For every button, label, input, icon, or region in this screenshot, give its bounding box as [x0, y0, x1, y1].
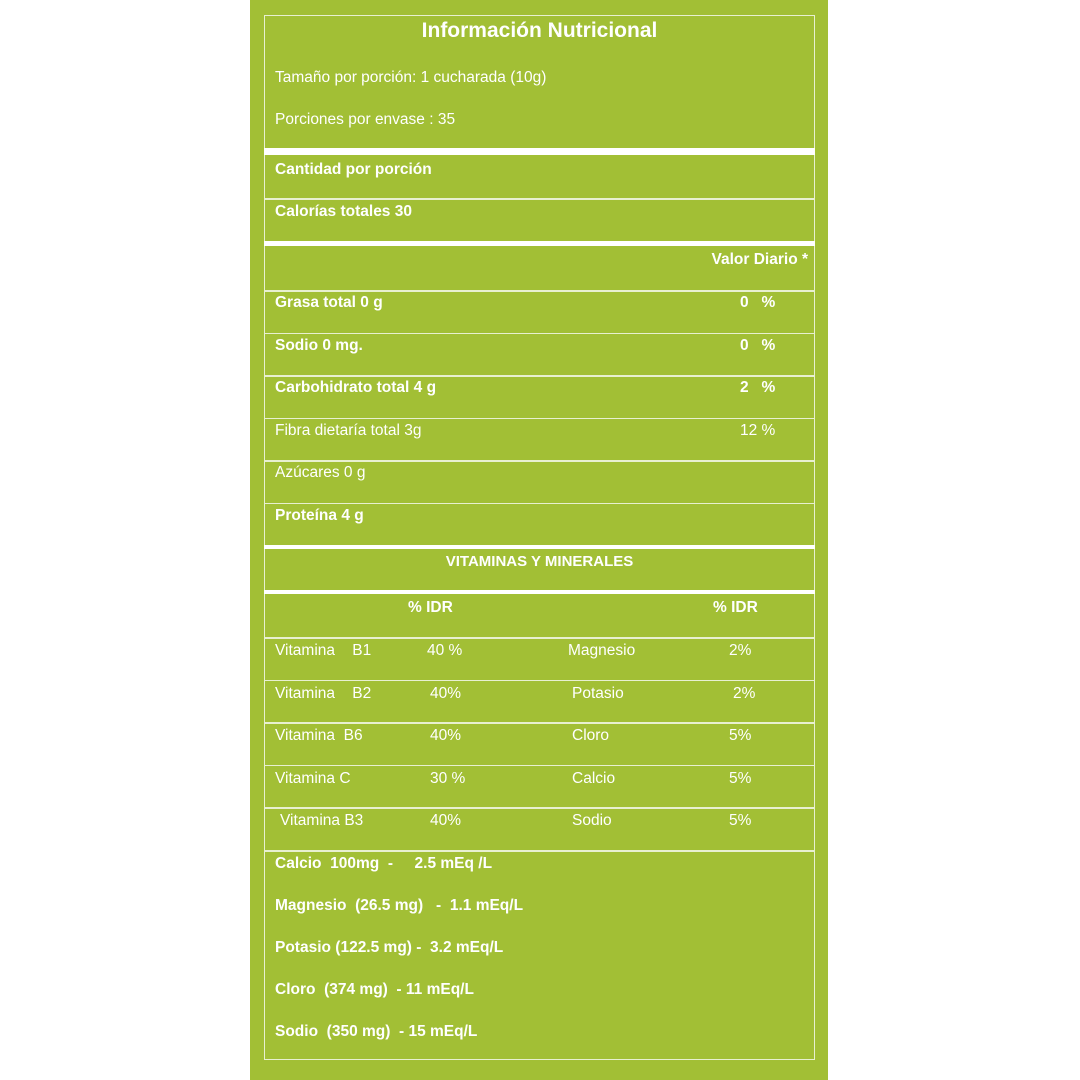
- nutrient-label: Grasa total 0 g: [275, 294, 383, 311]
- divider: [264, 198, 815, 200]
- mineral-value: 5%: [729, 727, 752, 745]
- mineral-name: Magnesio: [568, 642, 636, 659]
- nutrient-label: Fibra dietaría total 3g: [275, 421, 422, 439]
- divider: [264, 332, 815, 334]
- divider: [264, 807, 815, 809]
- divider-thick: [264, 545, 815, 549]
- vitamin-name: Vitamina B3: [280, 812, 364, 830]
- divider-thick: [264, 241, 815, 246]
- nutrient-daily-value: 12 %: [740, 421, 776, 439]
- vitamin-value: 40%: [430, 812, 462, 830]
- electrolyte-line: Potasio (122.5 mg) - 3.2 mEq/L: [275, 939, 504, 956]
- servings-per-container: Porciones por envase : 35: [275, 111, 456, 128]
- divider-thick: [264, 590, 815, 594]
- divider: [264, 637, 815, 639]
- electrolyte-line: Magnesio (26.5 mg) - 1.1 mEq/L: [275, 897, 524, 914]
- vitamin-value: 40%: [430, 684, 462, 702]
- mineral-value: 5%: [729, 769, 752, 787]
- nutrient-daily-value: 0 %: [740, 294, 776, 311]
- divider: [264, 417, 815, 419]
- calories: Calorías totales 30: [275, 203, 412, 220]
- mineral-name: Potasio: [572, 684, 624, 702]
- nutrient-label: Sodio 0 mg.: [275, 336, 363, 354]
- electrolyte-line: Calcio 100mg - 2.5 mEq /L: [275, 855, 493, 872]
- nutrient-daily-value: 2 %: [740, 379, 776, 396]
- vitamin-value: 40%: [430, 727, 462, 745]
- idr-header-left: % IDR: [408, 599, 453, 616]
- nutrient-label: Azúcares 0 g: [275, 464, 366, 481]
- electrolyte-line: Sodio (350 mg) - 15 mEq/L: [275, 1023, 478, 1040]
- vitamin-value: 30 %: [430, 769, 466, 787]
- divider: [264, 679, 815, 682]
- mineral-value: 2%: [729, 642, 752, 659]
- amount-per-serving: Cantidad por porción: [275, 161, 432, 178]
- vitamin-name: Vitamina C: [275, 769, 351, 787]
- divider: [264, 502, 815, 504]
- mineral-name: Cloro: [572, 727, 610, 745]
- mineral-name: Sodio: [572, 812, 612, 830]
- divider: [264, 290, 815, 292]
- vitamin-name: Vitamina B1: [275, 642, 372, 659]
- electrolyte-line: Cloro (374 mg) - 11 mEq/L: [275, 981, 474, 998]
- divider: [264, 764, 815, 767]
- label-title: Información Nutricional: [421, 19, 658, 42]
- nutrient-label: Carbohidrato total 4 g: [275, 379, 437, 396]
- divider-thick: [264, 148, 815, 155]
- serving-size: Tamaño por porción: 1 cucharada (10g): [275, 69, 547, 86]
- mineral-value: 2%: [733, 684, 756, 702]
- idr-header-right: % IDR: [713, 599, 758, 616]
- divider: [264, 375, 815, 377]
- nutrition-label-background: [250, 0, 828, 1080]
- mineral-name: Calcio: [572, 769, 616, 787]
- vitamin-name: Vitamina B2: [275, 684, 372, 702]
- mineral-value: 5%: [729, 812, 752, 830]
- vitamin-value: 40 %: [427, 642, 463, 659]
- nutrient-label: Proteína 4 g: [275, 506, 364, 524]
- divider: [264, 722, 815, 724]
- divider: [264, 460, 815, 462]
- divider: [264, 850, 815, 852]
- vitamins-header: VITAMINAS Y MINERALES: [445, 553, 634, 570]
- vitamin-name: Vitamina B6: [275, 727, 363, 745]
- nutrition-label-border: [264, 15, 815, 1060]
- nutrient-daily-value: 0 %: [740, 336, 776, 354]
- daily-value-header: Valor Diario *: [711, 251, 808, 268]
